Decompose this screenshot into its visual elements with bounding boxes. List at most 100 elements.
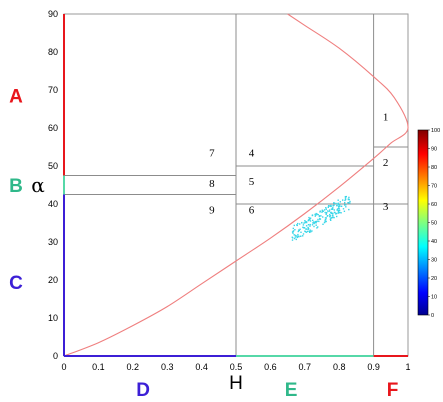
- scatter-point: [299, 228, 301, 230]
- scatter-point: [304, 231, 307, 233]
- scatter-point: [302, 226, 304, 228]
- scatter-point: [307, 224, 310, 226]
- scatter-point: [302, 233, 305, 235]
- scatter-point: [305, 225, 308, 227]
- scatter-point: [339, 205, 341, 207]
- scatter-point: [298, 229, 300, 232]
- x-tick-label: 0.9: [367, 362, 380, 372]
- scatter-point: [339, 201, 341, 203]
- scatter-point: [297, 222, 299, 225]
- scatter-point: [311, 214, 314, 217]
- scatter-point: [323, 221, 326, 224]
- y-tick-label: 90: [48, 9, 58, 19]
- scatter-point: [309, 223, 311, 226]
- scatter-point: [299, 223, 301, 225]
- x-axis-ticks: 0 0.1 0.2 0.3 0.4 0.5 0.6 0.7 0.8 0.9 1: [61, 362, 410, 372]
- scatter-point: [295, 238, 297, 241]
- colorbar-tick-label: 60: [431, 202, 437, 208]
- scatter-point: [328, 209, 331, 211]
- scatter-point: [309, 217, 312, 219]
- scatter-point: [337, 209, 339, 212]
- scatter-point: [293, 234, 295, 236]
- scatter-point: [332, 215, 334, 217]
- scatter-point: [339, 211, 341, 214]
- scatter-point: [302, 235, 304, 237]
- colorbar-tick-label: 0: [431, 313, 434, 319]
- scatter-point: [298, 235, 300, 237]
- x-tick-label: 0.5: [230, 362, 243, 372]
- x-tick-label: 0.6: [264, 362, 277, 372]
- region-label-e: E: [285, 380, 298, 401]
- zone-label-5: 5: [249, 176, 255, 188]
- scatter-point: [303, 222, 305, 224]
- scatter-point: [333, 204, 335, 206]
- scatter-point: [305, 228, 307, 230]
- y-tick-label: 20: [48, 275, 58, 285]
- scatter-point: [321, 209, 323, 211]
- scatter-point: [321, 211, 323, 213]
- scatter-point: [305, 231, 308, 233]
- scatter-point: [313, 222, 316, 224]
- zone-label-6: 6: [249, 205, 255, 217]
- scatter-point: [304, 221, 306, 224]
- scatter-point: [322, 210, 324, 212]
- scatter-point: [309, 231, 311, 233]
- scatter-point: [309, 220, 312, 222]
- scatter-point: [314, 215, 316, 217]
- y-tick-label: 70: [48, 85, 58, 95]
- scatter-point: [319, 218, 322, 220]
- scatter-point: [342, 208, 345, 210]
- region-label-b: B: [9, 176, 23, 197]
- scatter-point: [294, 236, 297, 238]
- scatter-point: [325, 213, 327, 215]
- zone-label-7: 7: [209, 148, 215, 160]
- feasibility-curve: [63, 13, 409, 357]
- colorbar-tick-label: 10: [431, 295, 437, 301]
- scatter-point: [307, 228, 309, 230]
- scatter-point: [349, 202, 351, 204]
- scatter-point: [344, 196, 347, 198]
- region-label-a: A: [9, 87, 23, 108]
- region-label-c: C: [9, 273, 23, 294]
- scatter-point: [347, 202, 349, 204]
- y-tick-label: 10: [48, 313, 58, 323]
- scatter-point: [300, 231, 302, 233]
- colorbar-tick-label: 90: [431, 147, 437, 153]
- y-tick-label: 0: [53, 351, 58, 361]
- y-tick-label: 60: [48, 123, 58, 133]
- scatter-point: [330, 204, 332, 207]
- scatter-point: [314, 213, 316, 216]
- region-label-f: F: [387, 380, 399, 401]
- scatter-point: [292, 227, 294, 230]
- scatter-point: [340, 212, 342, 214]
- colorbar-tick-label: 40: [431, 239, 437, 245]
- scatter-point: [292, 230, 295, 232]
- scatter-point: [302, 224, 305, 226]
- colorbar-ticks: 0 10 20 30 40 50 60 70 80 90 100: [428, 128, 440, 319]
- scatter-point: [309, 219, 311, 221]
- scatter-point: [337, 203, 339, 205]
- scatter-point: [327, 205, 330, 207]
- x-tick-label: 1: [405, 362, 410, 372]
- x-tick-label: 0.3: [161, 362, 174, 372]
- scatter-point: [324, 221, 326, 223]
- scatter-point: [344, 202, 346, 204]
- x-tick-label: 0.8: [333, 362, 346, 372]
- y-tick-label: 80: [48, 47, 58, 57]
- scatter-point: [322, 216, 324, 218]
- scatter-point: [309, 229, 312, 231]
- x-axis-label: H: [229, 373, 243, 394]
- colorbar-tick-label: 30: [431, 258, 437, 264]
- scatter-point: [294, 229, 296, 231]
- scatter-point: [304, 220, 306, 222]
- zone-label-3: 3: [383, 201, 389, 213]
- scatter-point: [345, 195, 347, 198]
- scatter-point: [293, 224, 295, 227]
- region-labels: A B C D E F: [9, 87, 398, 401]
- scatter-point: [335, 202, 337, 205]
- zone-label-8: 8: [209, 178, 215, 190]
- scatter-point: [330, 217, 332, 219]
- colorbar-tick-label: 70: [431, 184, 437, 190]
- scatter-point: [324, 217, 327, 219]
